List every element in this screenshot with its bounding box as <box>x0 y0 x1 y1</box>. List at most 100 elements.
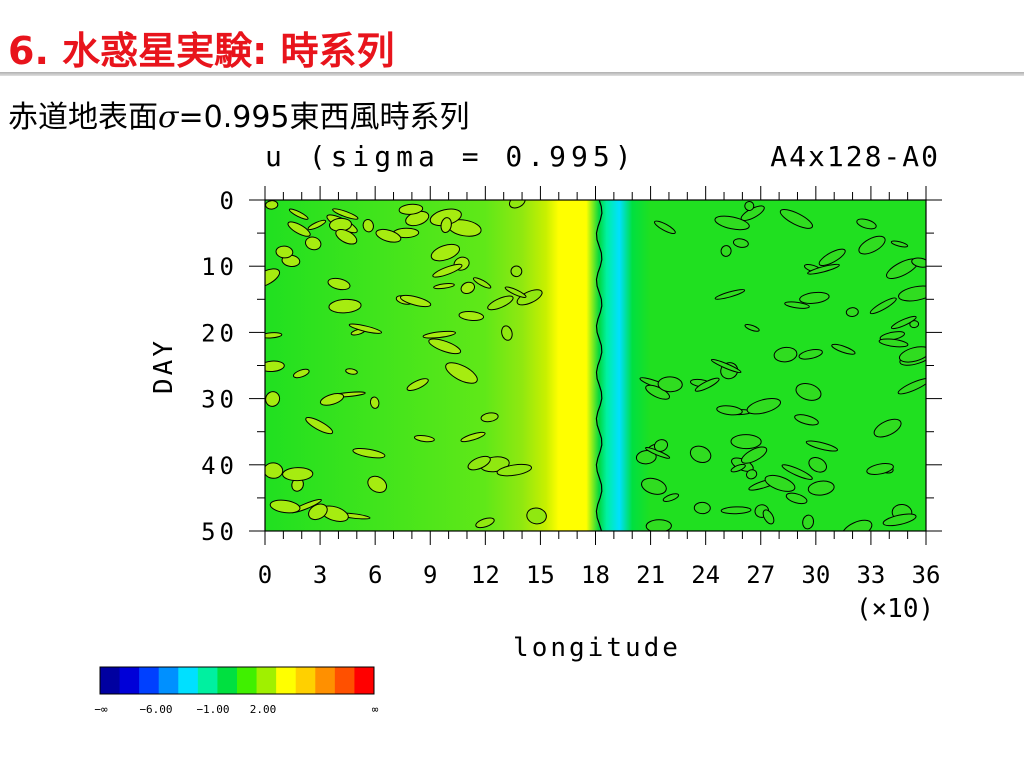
colorbar-frame <box>99 666 375 695</box>
x-tick-label: 21 <box>636 561 665 589</box>
chart-title: u (sigma = 0.995) <box>265 140 637 173</box>
contour-patch <box>741 446 768 464</box>
colorbar-swatch <box>334 667 355 694</box>
contour-patch <box>662 493 680 502</box>
contour-patch <box>345 368 358 375</box>
x-tick-label: 0 <box>258 561 272 589</box>
x-tick-label: 12 <box>471 561 500 589</box>
contour-patch <box>808 457 827 473</box>
contour-patch <box>645 519 672 531</box>
contour-patch <box>287 221 311 237</box>
y-tick-label: 50 <box>201 518 238 546</box>
contour-patch <box>720 245 732 257</box>
x-tick-labels: 0 3 6 9 12 15 18 21 24 27 30 33 36 <box>258 561 941 589</box>
contour-patch <box>508 200 526 209</box>
y-axis-label: DAY <box>149 338 179 394</box>
subtitle-suffix: =0.995東西風時系列 <box>178 100 470 135</box>
colorbar-label: 2.00 <box>250 703 277 716</box>
contour-patch <box>781 464 813 480</box>
contour-patch <box>890 240 909 248</box>
contour-patch <box>831 343 856 355</box>
colorbar <box>99 666 375 695</box>
contour-patch <box>369 396 380 409</box>
contour-patch <box>773 346 798 363</box>
contour-patch <box>807 263 840 275</box>
colorbar-swatch <box>119 667 140 694</box>
contour-patch <box>799 291 830 304</box>
contour-patch <box>428 338 462 355</box>
x-tick-label: 15 <box>526 561 555 589</box>
contour-patch <box>693 501 711 515</box>
contour-patch <box>762 509 775 525</box>
contour-patch <box>653 439 669 452</box>
contour-patch <box>305 236 322 251</box>
x-axis-label: longitude <box>513 633 681 663</box>
contour-patch <box>432 263 463 278</box>
contour-patch <box>422 330 456 339</box>
contour-patch <box>413 434 435 443</box>
contour-patch <box>890 315 917 330</box>
contour-patch <box>641 477 667 495</box>
contour-patch <box>635 450 657 465</box>
contour-patch <box>710 358 742 374</box>
colorbar-swatch <box>354 667 375 694</box>
colorbar-swatch <box>295 667 316 694</box>
contour-patch <box>501 325 513 341</box>
contour-patch <box>362 219 374 233</box>
colorbar-swatch <box>158 667 179 694</box>
contour-patch <box>282 467 314 482</box>
contour-patch <box>460 431 486 443</box>
contour-patch <box>845 307 859 318</box>
contour-patches <box>265 200 926 531</box>
colorbar-swatch <box>276 667 297 694</box>
contour-patch <box>265 360 285 373</box>
contour-patch <box>352 447 386 459</box>
contour-patch <box>367 475 388 493</box>
contour-patch <box>348 323 383 334</box>
contour-patch <box>327 277 351 291</box>
y-tick-label: 30 <box>201 386 238 414</box>
contour-patch <box>375 228 402 243</box>
zero-contour-line <box>595 200 603 531</box>
y-tick-label: 0 <box>220 187 238 215</box>
contour-patch <box>869 297 897 315</box>
contour-patch <box>897 377 926 395</box>
y-tick-label: 20 <box>201 319 238 347</box>
contour-patch <box>802 514 815 530</box>
contour-patch <box>265 462 284 479</box>
contour-patch <box>898 346 926 363</box>
contour-patch <box>866 463 894 475</box>
subtitle-prefix: 赤道地表面 <box>8 100 158 135</box>
contour-patch <box>732 238 749 248</box>
y-tick-labels: 0 10 20 30 40 50 <box>201 187 238 546</box>
colorbar-swatch <box>217 667 238 694</box>
x-tick-label: 36 <box>912 561 941 589</box>
slide-subtitle: 赤道地表面σ=0.995東西風時系列 <box>8 92 470 136</box>
contour-patch <box>779 208 813 229</box>
contour-patch <box>898 285 926 302</box>
x-tick-label: 24 <box>691 561 720 589</box>
contour-patch <box>694 377 720 392</box>
contour-patch <box>720 506 752 515</box>
contour-patch <box>911 257 926 268</box>
contour-patch <box>430 243 461 262</box>
contour-patch <box>480 412 499 423</box>
contour-patch <box>764 474 796 492</box>
contour-patch <box>745 469 758 480</box>
axis-ticks <box>249 186 942 545</box>
y-tick-label: 10 <box>201 253 238 281</box>
contour-patch <box>399 294 432 308</box>
contour-patch <box>714 289 746 300</box>
contour-patch <box>798 349 823 360</box>
colorbar-label: −1.00 <box>196 703 229 716</box>
contour-patch <box>744 323 760 332</box>
contour-patch <box>445 362 478 384</box>
colorbar-labels: −∞ −6.00 −1.00 2.00 ∞ <box>94 703 378 716</box>
contour-patch <box>475 517 495 529</box>
contour-patch <box>657 376 683 393</box>
contour-patch <box>308 503 328 521</box>
run-label: A4x128-A0 <box>770 140 940 173</box>
contour-patch <box>504 286 527 298</box>
contour-patch <box>496 463 533 477</box>
